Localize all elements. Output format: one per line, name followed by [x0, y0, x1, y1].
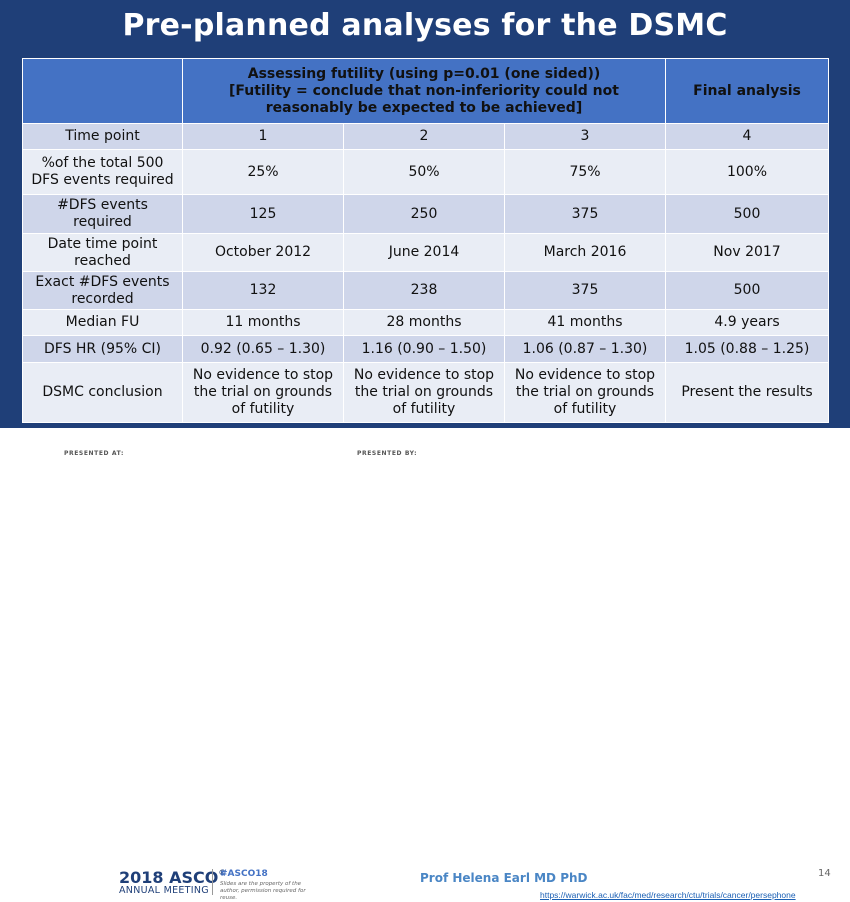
row-label: DFS HR (95% CI): [22, 335, 183, 363]
header-futility-line1: Assessing futility (using p=0.01 (one si…: [247, 65, 601, 82]
table-row: DSMC conclusion No evidence to stop the …: [22, 362, 829, 423]
table-cell: 50%: [343, 149, 505, 195]
table-row: Exact #DFS events recorded 132 238 375 5…: [22, 271, 829, 310]
header-futility-cell: Assessing futility (using p=0.01 (one si…: [182, 58, 666, 124]
table-row: Time point 1 2 3 4: [22, 123, 829, 150]
presented-by-label: PRESENTED BY:: [357, 450, 418, 457]
table-cell: 375: [504, 271, 666, 310]
table-row: DFS HR (95% CI) 0.92 (0.65 – 1.30) 1.16 …: [22, 335, 829, 363]
table-cell: 25%: [182, 149, 344, 195]
table-cell: No evidence to stop the trial on grounds…: [343, 362, 505, 423]
row-label: Date time point reached: [22, 233, 183, 272]
analyses-table: Assessing futility (using p=0.01 (one si…: [22, 58, 829, 423]
table-cell: 500: [665, 271, 829, 310]
row-label: Median FU: [22, 309, 183, 336]
table-cell: 2: [343, 123, 505, 150]
table-cell: Present the results: [665, 362, 829, 423]
header-futility-line2: [Futility = conclude that non-inferiorit…: [229, 82, 619, 116]
table-cell: 125: [182, 194, 344, 234]
footer-divider: [212, 869, 213, 895]
table-cell: 1.06 (0.87 – 1.30): [504, 335, 666, 363]
annual-meeting-label: ANNUAL MEETING: [119, 885, 209, 896]
header-blank-cell: [22, 58, 183, 124]
table-cell: 28 months: [343, 309, 505, 336]
table-header-row: Assessing futility (using p=0.01 (one si…: [22, 58, 829, 124]
table-row: Date time point reached October 2012 Jun…: [22, 233, 829, 272]
permission-note: Slides are the property of the author, p…: [220, 881, 306, 901]
table-cell: 4.9 years: [665, 309, 829, 336]
header-final-cell: Final analysis: [665, 58, 829, 124]
row-label: Exact #DFS events recorded: [22, 271, 183, 310]
table-cell: 100%: [665, 149, 829, 195]
presenter-name: Prof Helena Earl MD PhD: [420, 871, 588, 885]
row-label: DSMC conclusion: [22, 362, 183, 423]
table-cell: 1.16 (0.90 – 1.50): [343, 335, 505, 363]
table-cell: No evidence to stop the trial on grounds…: [504, 362, 666, 423]
row-label: #DFS events required: [22, 194, 183, 234]
slide-background: Pre-planned analyses for the DSMC Assess…: [0, 0, 850, 428]
table-cell: June 2014: [343, 233, 505, 272]
slide-title: Pre-planned analyses for the DSMC: [122, 8, 728, 43]
presented-at-label: PRESENTED AT:: [64, 450, 124, 457]
table-cell: 500: [665, 194, 829, 234]
page-number: 14: [818, 868, 831, 879]
table-row: #DFS events required 125 250 375 500: [22, 194, 829, 234]
table-cell: No evidence to stop the trial on grounds…: [182, 362, 344, 423]
table-cell: 1: [182, 123, 344, 150]
hashtag: #ASCO18: [220, 869, 268, 879]
table-cell: 0.92 (0.65 – 1.30): [182, 335, 344, 363]
table-cell: October 2012: [182, 233, 344, 272]
table-cell: 41 months: [504, 309, 666, 336]
table-cell: Nov 2017: [665, 233, 829, 272]
row-label: %of the total 500 DFS events required: [22, 149, 183, 195]
table-row: Median FU 11 months 28 months 41 months …: [22, 309, 829, 336]
footer: PRESENTED AT: 2018 ASCO® ANNUAL MEETING …: [0, 428, 850, 901]
table-row: %of the total 500 DFS events required 25…: [22, 149, 829, 195]
table-cell: 238: [343, 271, 505, 310]
table-cell: 132: [182, 271, 344, 310]
table-cell: 75%: [504, 149, 666, 195]
table-cell: 4: [665, 123, 829, 150]
table-cell: 375: [504, 194, 666, 234]
table-cell: 1.05 (0.88 – 1.25): [665, 335, 829, 363]
table-cell: 3: [504, 123, 666, 150]
table-cell: 11 months: [182, 309, 344, 336]
table-cell: 250: [343, 194, 505, 234]
table-cell: March 2016: [504, 233, 666, 272]
row-label: Time point: [22, 123, 183, 150]
trial-url-link[interactable]: https://warwick.ac.uk/fac/med/research/c…: [540, 890, 796, 900]
